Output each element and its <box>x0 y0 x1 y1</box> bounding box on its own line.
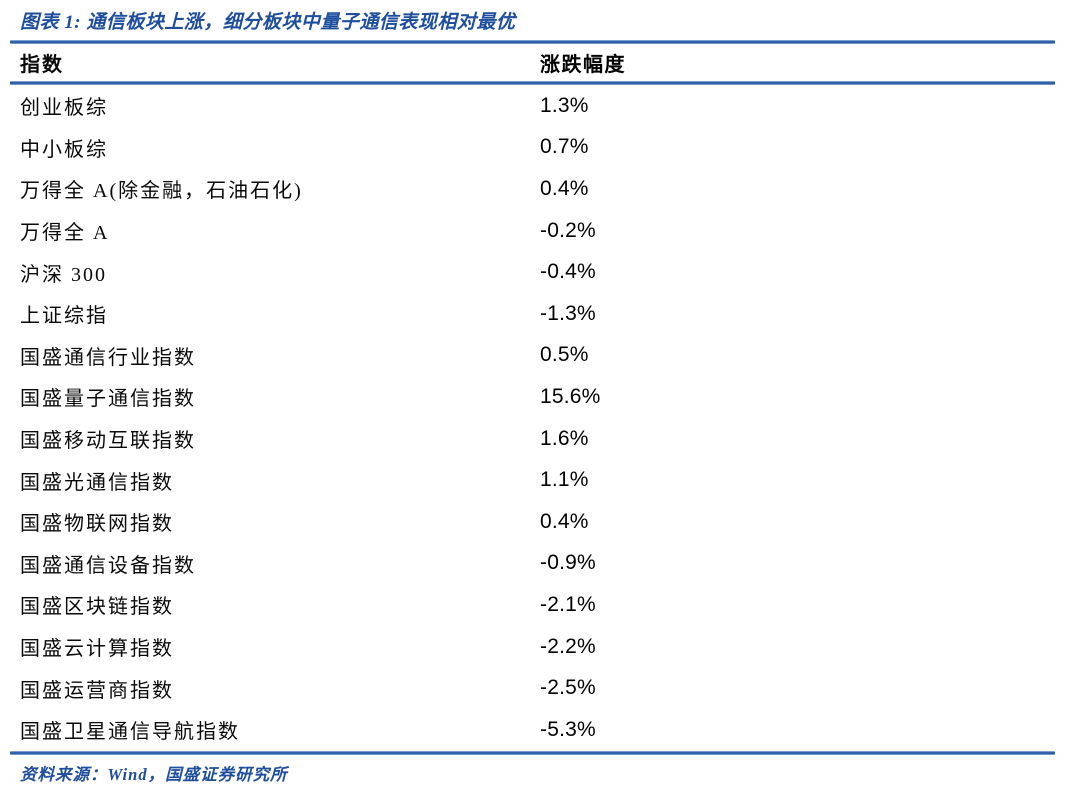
index-change: 1.1% <box>540 468 589 492</box>
table-body: 创业板综 1.3% 中小板综 0.7% 万得全 A(除金融，石油石化) 0.4%… <box>10 85 1055 751</box>
index-name: 国盛云计算指数 <box>20 638 174 661</box>
column-header-change: 涨跌幅度 <box>540 54 626 76</box>
index-change: 0.4% <box>540 509 589 533</box>
index-name: 沪深 300 <box>20 263 107 286</box>
table-row: 上证综指 -1.3% <box>10 293 1055 335</box>
index-change: -2.1% <box>540 592 596 616</box>
index-change: 0.5% <box>540 343 589 367</box>
table-header-rule <box>10 81 1055 85</box>
table-row: 国盛物联网指数 0.4% <box>10 501 1055 543</box>
figure-title: 图表 1: 通信板块上涨，细分板块中量子通信表现相对最优 <box>20 11 516 33</box>
table-row: 万得全 A -0.2% <box>10 210 1055 252</box>
column-header-index: 指数 <box>20 54 64 76</box>
index-change: 0.4% <box>540 176 589 200</box>
table-row: 国盛云计算指数 -2.2% <box>10 626 1055 668</box>
index-name: 国盛物联网指数 <box>20 513 174 536</box>
table-row: 沪深 300 -0.4% <box>10 251 1055 293</box>
index-change: 1.6% <box>540 426 589 450</box>
index-name: 万得全 A <box>20 222 110 245</box>
index-name: 国盛通信设备指数 <box>20 554 196 577</box>
source-note: 资料来源：Wind，国盛证券研究所 <box>20 764 288 784</box>
index-change: -0.4% <box>540 260 596 284</box>
table-row: 国盛区块链指数 -2.1% <box>10 584 1055 626</box>
table-row: 国盛运营商指数 -2.5% <box>10 667 1055 709</box>
index-name: 万得全 A(除金融，石油石化) <box>20 180 303 203</box>
table-row: 国盛通信设备指数 -0.9% <box>10 543 1055 585</box>
table-header-row: 指数 涨跌幅度 <box>10 44 1055 81</box>
index-name: 国盛运营商指数 <box>20 679 174 702</box>
table-top-rule <box>10 40 1055 44</box>
table-row: 创业板综 1.3% <box>10 85 1055 127</box>
index-change: -2.2% <box>540 634 596 658</box>
table-row: 万得全 A(除金融，石油石化) 0.4% <box>10 168 1055 210</box>
table-row: 国盛通信行业指数 0.5% <box>10 335 1055 377</box>
table-row: 国盛卫星通信导航指数 -5.3% <box>10 709 1055 751</box>
index-name: 国盛量子通信指数 <box>20 388 196 411</box>
index-change: 0.7% <box>540 135 589 159</box>
index-change: -1.3% <box>540 301 596 325</box>
index-name: 国盛光通信指数 <box>20 471 174 494</box>
index-change: -0.9% <box>540 551 596 575</box>
index-name: 中小板综 <box>20 138 108 161</box>
index-change: -0.2% <box>540 218 596 242</box>
index-change: 1.3% <box>540 93 589 117</box>
index-name: 国盛通信行业指数 <box>20 346 196 369</box>
index-name: 国盛移动互联指数 <box>20 430 196 453</box>
index-change: 15.6% <box>540 384 601 408</box>
table-row: 国盛移动互联指数 1.6% <box>10 418 1055 460</box>
table-bottom-rule <box>10 750 1055 755</box>
table-row: 国盛量子通信指数 15.6% <box>10 376 1055 418</box>
index-name: 上证综指 <box>20 305 108 328</box>
index-name: 国盛区块链指数 <box>20 596 174 619</box>
index-change: -5.3% <box>540 717 596 741</box>
table-row: 中小板综 0.7% <box>10 127 1055 169</box>
index-name: 创业板综 <box>20 97 108 120</box>
index-change: -2.5% <box>540 676 596 700</box>
index-name: 国盛卫星通信导航指数 <box>20 721 240 744</box>
table-row: 国盛光通信指数 1.1% <box>10 459 1055 501</box>
